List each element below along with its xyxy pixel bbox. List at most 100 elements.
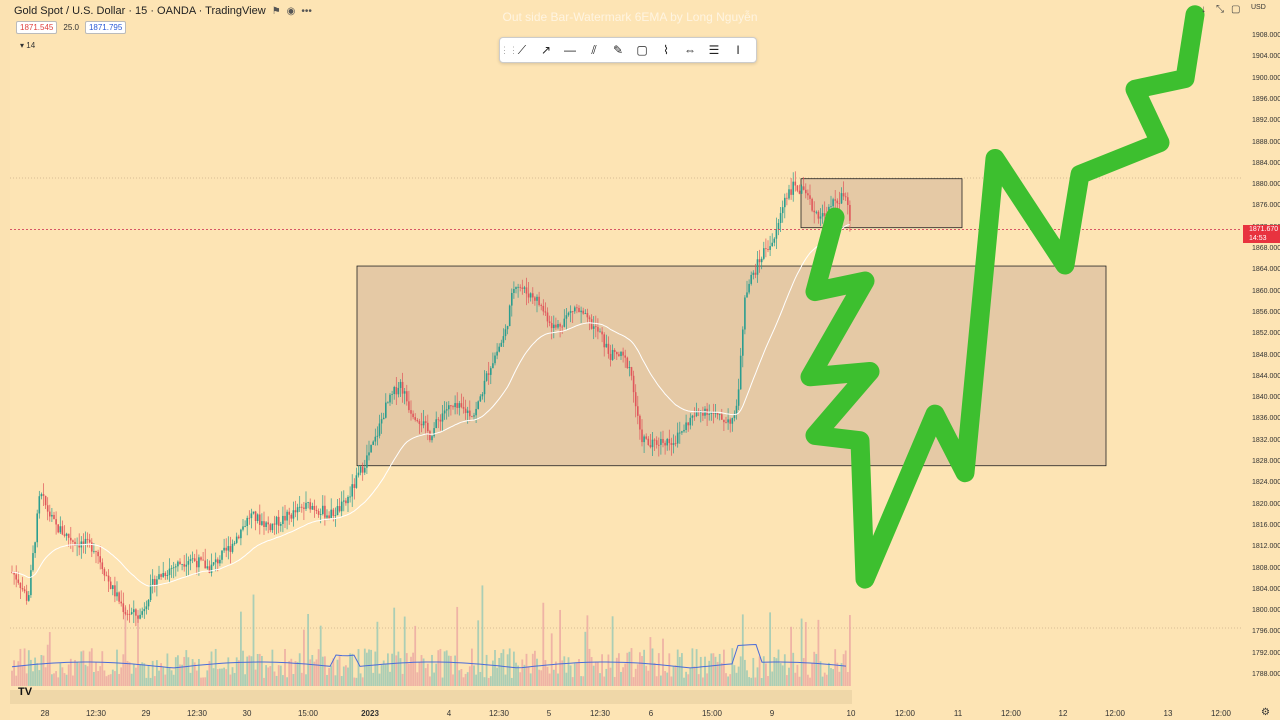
volume-bar (594, 661, 597, 686)
volume-bar (99, 666, 102, 686)
volume-bar (32, 671, 34, 686)
volume-bar (794, 672, 797, 686)
candle-body (116, 592, 118, 597)
candle-body (202, 559, 204, 561)
time-tick-label: 28 (40, 709, 50, 718)
horizontal-line-icon[interactable]: — (564, 43, 576, 57)
volume-bar (748, 677, 750, 686)
candle-body (118, 592, 120, 602)
volume-bar (191, 659, 194, 686)
candle-body (574, 307, 576, 312)
candle-body (231, 543, 234, 552)
volume-bar (229, 674, 232, 686)
candle-body (658, 444, 660, 446)
volume-bar (702, 677, 704, 686)
volume-bar (290, 658, 293, 686)
eye-icon[interactable]: ◉ (286, 5, 296, 17)
volume-bar (44, 667, 47, 686)
candle-body (84, 538, 87, 545)
volume-bar (492, 660, 494, 686)
candle-body (670, 443, 673, 445)
candle-body (206, 566, 209, 569)
collapse-icon[interactable]: ⤡ (1216, 4, 1224, 15)
text-cursor-icon[interactable]: I (736, 43, 740, 57)
candle-body (246, 517, 248, 527)
trendline-icon[interactable]: ⟋ (517, 42, 527, 57)
candle-body (183, 564, 185, 567)
volume-bar (693, 666, 696, 686)
volume-bar (212, 668, 215, 686)
currency-selector[interactable]: USD (1251, 4, 1266, 11)
volume-bar (179, 664, 181, 686)
symbol-title[interactable]: Gold Spot / U.S. Dollar · 15 · OANDA · T… (14, 5, 266, 17)
volume-bar (271, 649, 274, 686)
candle-body (46, 505, 49, 512)
brush-icon[interactable]: ✎ (612, 43, 624, 57)
ask-price[interactable]: 1871.795 (84, 21, 127, 34)
volume-bar (441, 677, 444, 686)
candle-body (622, 351, 624, 356)
volume-bar (548, 673, 551, 686)
volume-bar (208, 661, 211, 686)
candle-body (605, 343, 608, 348)
candle-body (441, 413, 444, 422)
tradingview-logo[interactable]: TV (18, 686, 33, 698)
volume-bar (305, 674, 307, 686)
candle-body (326, 515, 328, 518)
volume-bar (317, 649, 320, 686)
candle-body (550, 322, 553, 329)
candle-body (607, 343, 610, 354)
channel-icon[interactable]: ⫽ (591, 42, 597, 57)
candle-body (280, 524, 282, 526)
volume-bar (263, 677, 265, 686)
price-axis[interactable]: 1908.000 1904.000 1900.000 1896.000 1892.000… (1242, 0, 1280, 720)
volume-bar (372, 672, 375, 686)
volume-bar (584, 631, 587, 686)
candle-body (508, 305, 511, 327)
path-icon[interactable]: ⌇ (663, 43, 669, 57)
candle-body (403, 391, 406, 394)
candle-body (427, 422, 429, 432)
candle-body (429, 431, 431, 441)
volume-bar (527, 666, 530, 686)
volume-bar (802, 658, 805, 686)
more-icon[interactable]: ••• (301, 5, 312, 17)
arrow-down-icon[interactable]: ↓ (1201, 4, 1206, 15)
volume-bar (23, 648, 26, 686)
candle-body (196, 560, 198, 568)
current-price-value: 1871.670 (1249, 226, 1279, 233)
candle-body (769, 246, 771, 250)
volume-bar (114, 671, 116, 686)
candle-body (252, 511, 255, 514)
volume-bar (160, 663, 162, 686)
range-icon[interactable]: ⇔ (684, 43, 696, 57)
indicator-toggle[interactable]: ▾ 14 (20, 41, 35, 50)
volume-bar (588, 648, 591, 686)
bid-price[interactable]: 1871.545 (16, 21, 58, 34)
rectangle-icon[interactable]: ▢ (636, 43, 648, 57)
volume-bar (739, 656, 742, 686)
volume-bar (353, 677, 356, 686)
candle-body (462, 406, 465, 409)
volume-bar (328, 668, 330, 686)
grip-icon[interactable]: ⋮⋮ (500, 44, 518, 55)
measure-icon[interactable]: ☰ (708, 43, 720, 57)
candle-body (277, 516, 280, 526)
candle-body (651, 439, 654, 448)
volume-bar (645, 665, 648, 686)
volume-bar (811, 663, 813, 686)
candle-body (714, 413, 717, 414)
flag-icon[interactable]: ⚑ (271, 5, 281, 17)
projection-brush-stroke[interactable] (800, 5, 1205, 589)
zone-rectangle[interactable] (356, 265, 1107, 467)
volume-bar (181, 664, 183, 686)
volume-bar (840, 663, 843, 686)
gear-icon[interactable]: ⚙ (1261, 707, 1270, 718)
candle-body (57, 524, 59, 533)
ray-icon[interactable]: ↗ (540, 43, 552, 57)
window-icon[interactable]: ▢ (1231, 4, 1241, 15)
volume-bar (519, 672, 522, 686)
current-price-tag: 1871.670 14:53 (1243, 225, 1280, 243)
